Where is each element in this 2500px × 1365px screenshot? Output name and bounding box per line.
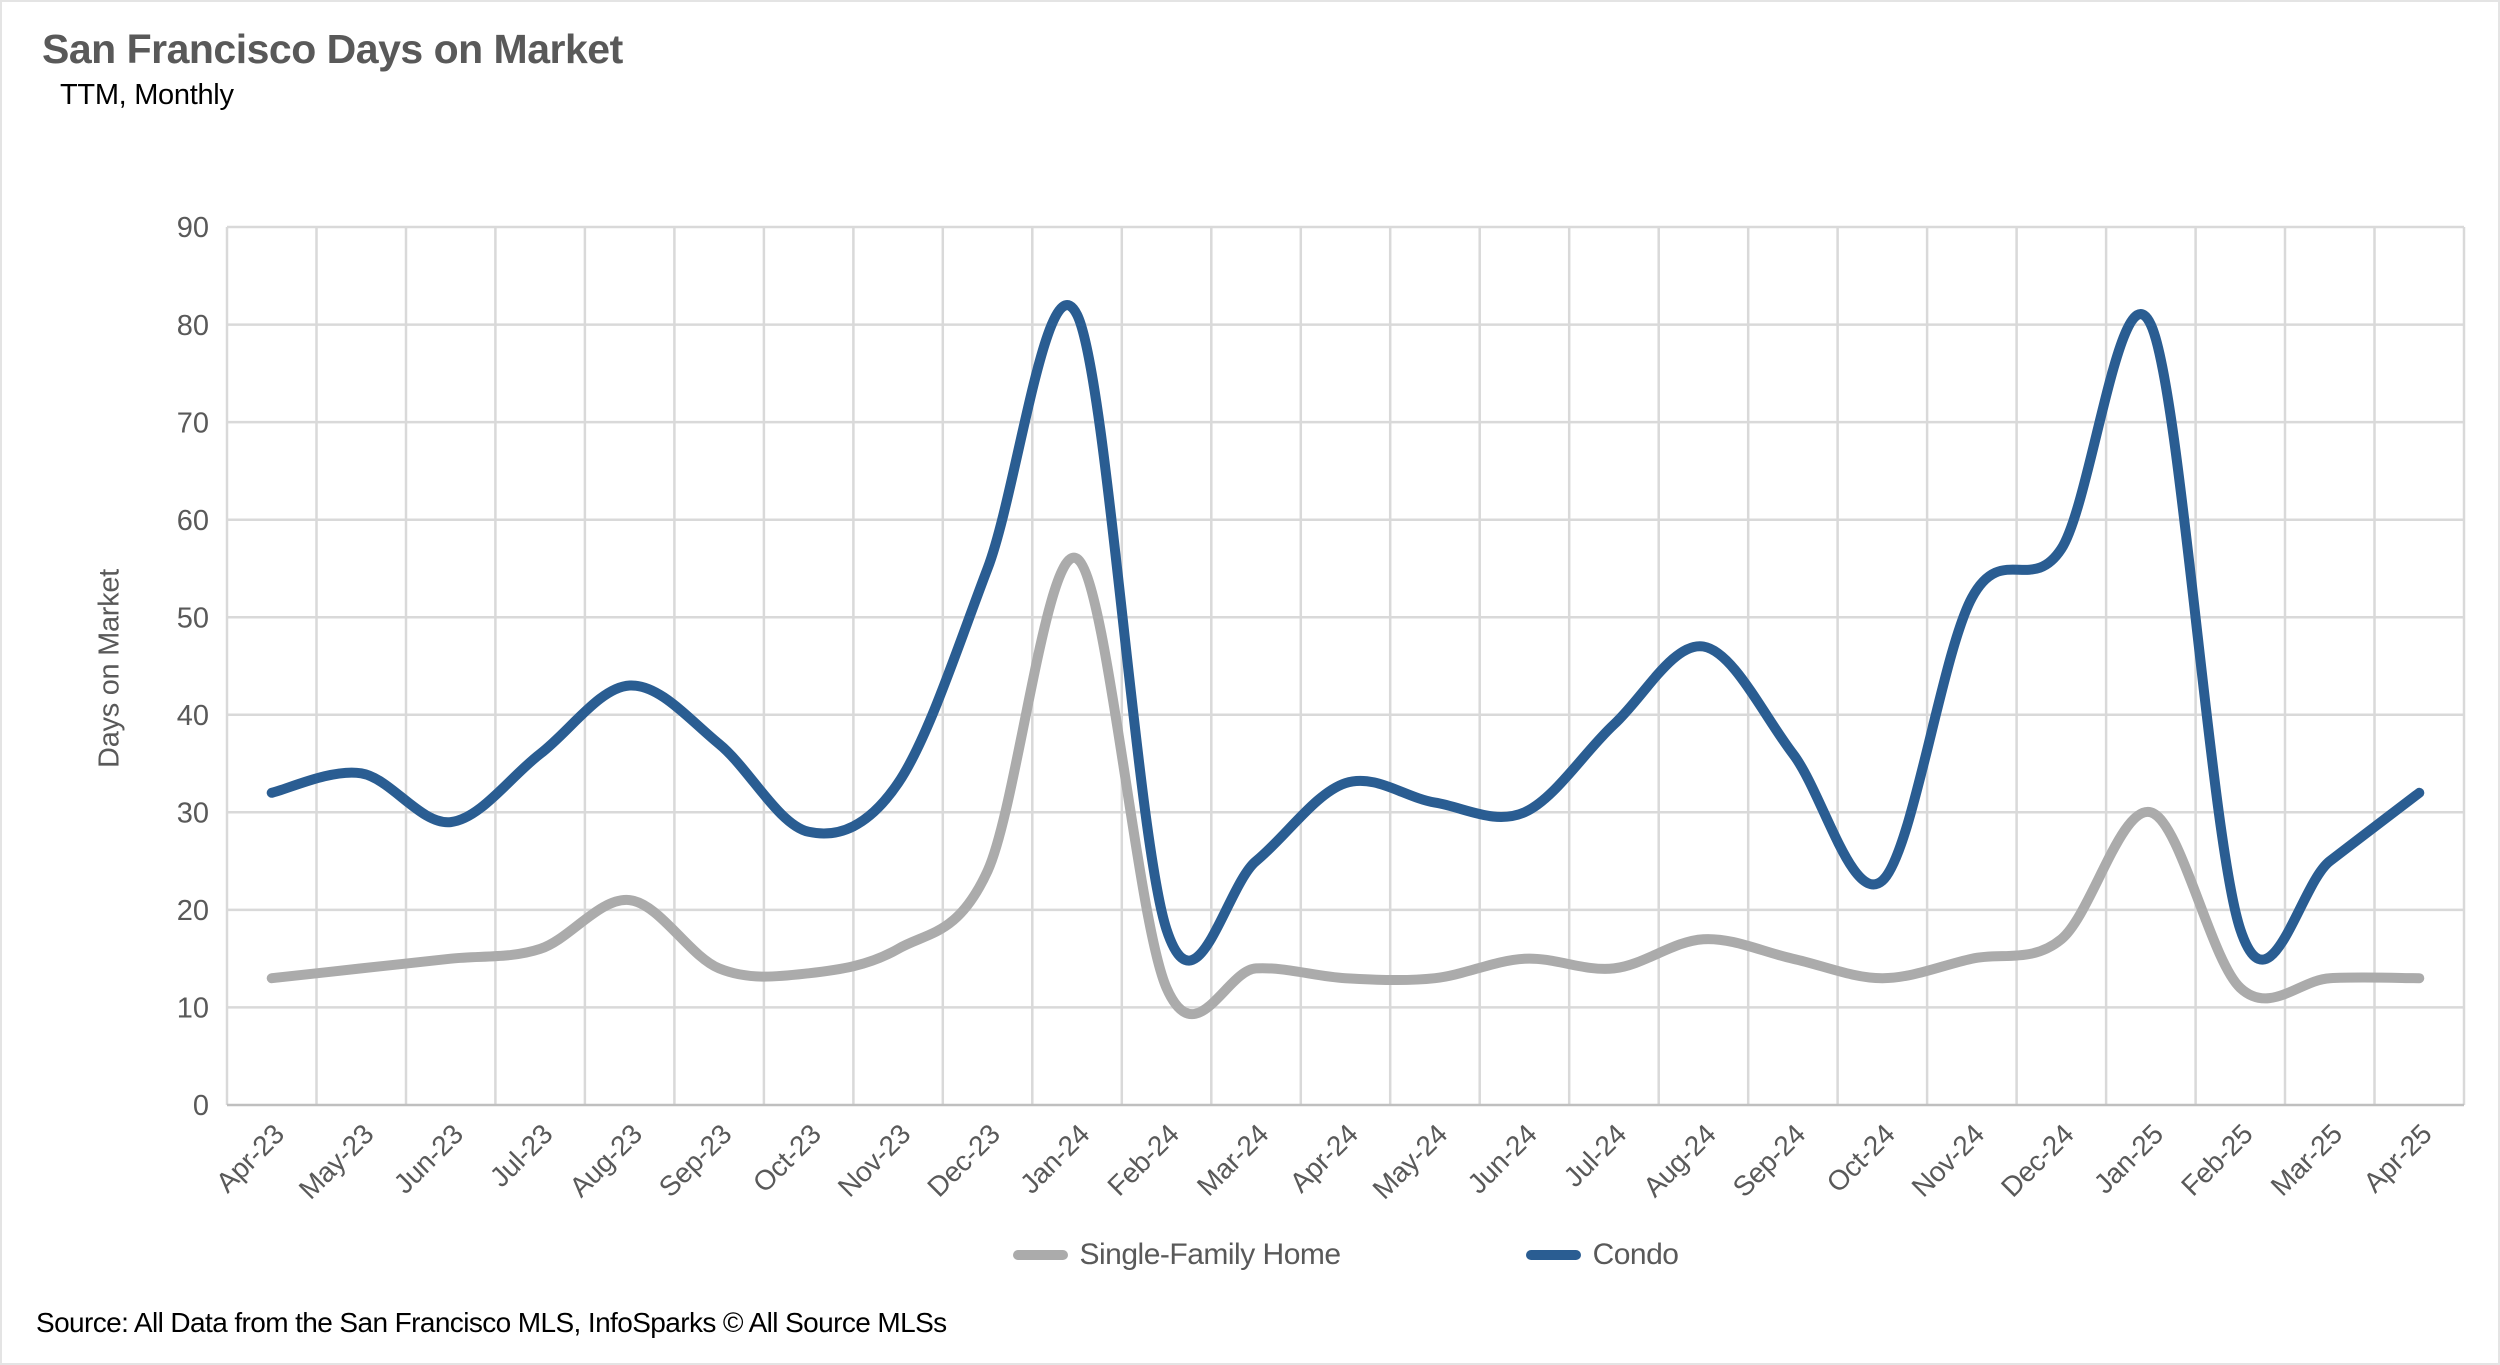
y-tick-label: 10	[177, 993, 209, 1025]
x-tick-label: Aug-24	[1637, 1118, 1721, 1202]
x-tick-label: Jul-23	[484, 1118, 559, 1193]
x-tick-label: Jun-24	[1462, 1118, 1543, 1199]
series-line-condo	[266, 300, 2425, 966]
x-tick-label: Oct-23	[747, 1118, 827, 1198]
x-tick-label: Apr-25	[2357, 1118, 2437, 1198]
x-tick-label: Feb-24	[1101, 1118, 1184, 1201]
legend-label-condo: Condo	[1592, 1238, 1679, 1271]
x-tick-label: Apr-24	[1284, 1118, 1364, 1198]
x-tick-label: Jan-25	[2088, 1118, 2169, 1199]
x-tick-label: Nov-23	[832, 1118, 916, 1202]
x-tick-label: Mar-24	[1191, 1118, 1274, 1201]
chart-subtitle: TTM, Monthly	[60, 79, 234, 111]
x-tick-label: Sep-24	[1727, 1118, 1811, 1202]
series-line-single-family-home	[266, 552, 2425, 1020]
x-tick-label: Feb-25	[2175, 1118, 2258, 1201]
x-tick-label: Jan-24	[1014, 1118, 1095, 1199]
source-note: Source: All Data from the San Francisco …	[36, 1307, 947, 1338]
legend-label-single-family-home: Single-Family Home	[1079, 1238, 1342, 1271]
legend-item-single-family-home: Single-Family Home	[1012, 1238, 1342, 1272]
x-tick-label: Jul-24	[1558, 1118, 1633, 1193]
x-tick-label: Sep-23	[653, 1118, 737, 1202]
x-tick-label: May-23	[293, 1118, 380, 1205]
x-tick-label: Mar-25	[2265, 1118, 2348, 1201]
y-tick-label: 40	[177, 700, 209, 732]
single-family-line-swatch	[1012, 1250, 1068, 1260]
y-axis-title: Days on Market	[93, 569, 126, 768]
y-tick-label: 70	[177, 407, 209, 439]
chart-title: San Francisco Days on Market	[42, 26, 623, 72]
x-tick-label: Aug-23	[563, 1118, 647, 1202]
y-tick-label: 60	[177, 505, 209, 537]
legend-item-condo: Condo	[1525, 1238, 1679, 1272]
x-tick-label: Oct-24	[1821, 1118, 1901, 1198]
x-tick-label: Nov-24	[1906, 1118, 1990, 1202]
y-tick-label: 30	[177, 797, 209, 829]
legend: Single-Family Home Condo	[227, 1238, 2464, 1272]
y-tick-label: 0	[193, 1090, 209, 1122]
x-tick-label: Apr-23	[210, 1118, 290, 1198]
x-tick-label: Dec-23	[921, 1118, 1005, 1202]
y-tick-label: 50	[177, 602, 209, 634]
x-tick-label: Jun-23	[388, 1118, 469, 1199]
y-tick-label: 80	[177, 310, 209, 342]
x-tick-label: May-24	[1367, 1118, 1454, 1205]
condo-line-swatch	[1525, 1250, 1581, 1260]
y-tick-label: 20	[177, 895, 209, 927]
y-tick-label: 90	[177, 212, 209, 244]
x-tick-label: Dec-24	[1995, 1118, 2079, 1202]
